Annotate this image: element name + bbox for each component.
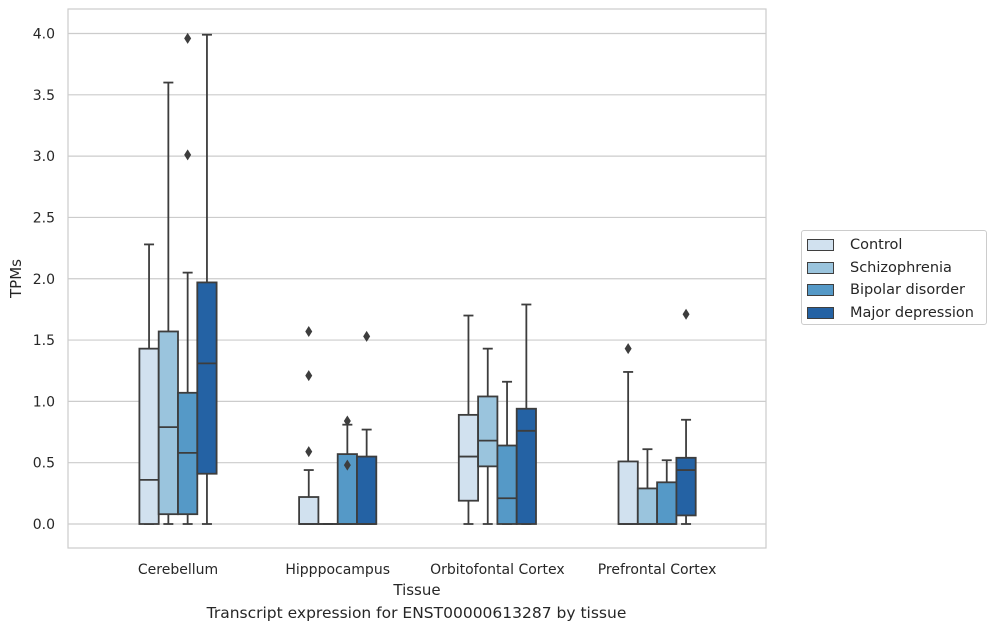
box — [356, 455, 378, 525]
outlier-point — [305, 325, 313, 337]
legend: Control Schizophrenia Bipolar disorder Majo… — [801, 230, 987, 325]
legend-label: Control — [850, 237, 903, 254]
series-schizophrenia — [157, 81, 658, 525]
series-bipolar-disorder — [177, 32, 678, 525]
outlier-point — [343, 459, 351, 471]
y-tick-label: 3.0 — [33, 149, 55, 165]
box — [157, 330, 179, 516]
y-tick-label: 1.5 — [33, 333, 55, 349]
x-tick-label: Prefrontal Cortex — [598, 562, 717, 578]
x-tick-label: Cerebellum — [138, 562, 218, 578]
plot-area-frame — [67, 8, 767, 549]
box — [617, 460, 639, 525]
box — [496, 444, 518, 525]
legend-swatch — [807, 306, 834, 319]
y-tick-label: 0.5 — [33, 456, 55, 472]
box — [477, 395, 499, 468]
box — [457, 413, 479, 502]
x-axis-ticks: Cerebellum Hipppocampus Orbitofontal Corte… — [138, 562, 717, 578]
legend-swatch — [807, 261, 834, 274]
y-tick-label: 2.5 — [33, 210, 55, 226]
x-axis-label: Tissue — [392, 581, 440, 599]
box — [138, 347, 160, 525]
legend-label: Major depression — [850, 304, 974, 321]
y-tick-label: 4.0 — [33, 27, 55, 43]
box — [656, 481, 678, 525]
legend-item: Major depression — [807, 302, 986, 325]
x-tick-label: Hipppocampus — [285, 562, 390, 578]
box — [515, 407, 537, 525]
x-tick-label: Orbitofontal Cortex — [430, 562, 565, 578]
legend-item: Control — [807, 234, 986, 257]
box-series — [138, 32, 697, 525]
box — [675, 456, 697, 517]
y-axis-ticks: 0.0 0.5 1.0 1.5 2.0 2.5 3.0 3.5 4.0 — [33, 27, 55, 534]
legend-swatch — [807, 239, 834, 252]
legend-swatch — [807, 284, 834, 297]
outlier-point — [184, 149, 192, 161]
legend-label: Bipolar disorder — [850, 282, 965, 299]
outlier-point — [363, 330, 371, 342]
y-axis-label: TPMs — [7, 259, 25, 299]
outlier-point — [343, 415, 351, 427]
legend-label: Schizophrenia — [850, 259, 952, 276]
y-tick-label: 3.5 — [33, 88, 55, 104]
box — [196, 281, 218, 475]
series-control — [138, 243, 639, 525]
outlier-point — [305, 446, 313, 458]
legend-item: Bipolar disorder — [807, 279, 986, 302]
outlier-point — [624, 343, 632, 355]
box — [298, 496, 320, 525]
outlier-point — [305, 370, 313, 382]
y-tick-label: 0.0 — [33, 517, 55, 533]
series-major-depression — [196, 33, 697, 525]
y-tick-label: 2.0 — [33, 272, 55, 288]
legend-item: Schizophrenia — [807, 257, 986, 280]
chart-caption: Transcript expression for ENST0000061328… — [206, 604, 627, 622]
y-tick-label: 1.0 — [33, 394, 55, 410]
box — [636, 487, 658, 525]
outlier-point — [184, 32, 192, 44]
outlier-point — [682, 308, 690, 320]
